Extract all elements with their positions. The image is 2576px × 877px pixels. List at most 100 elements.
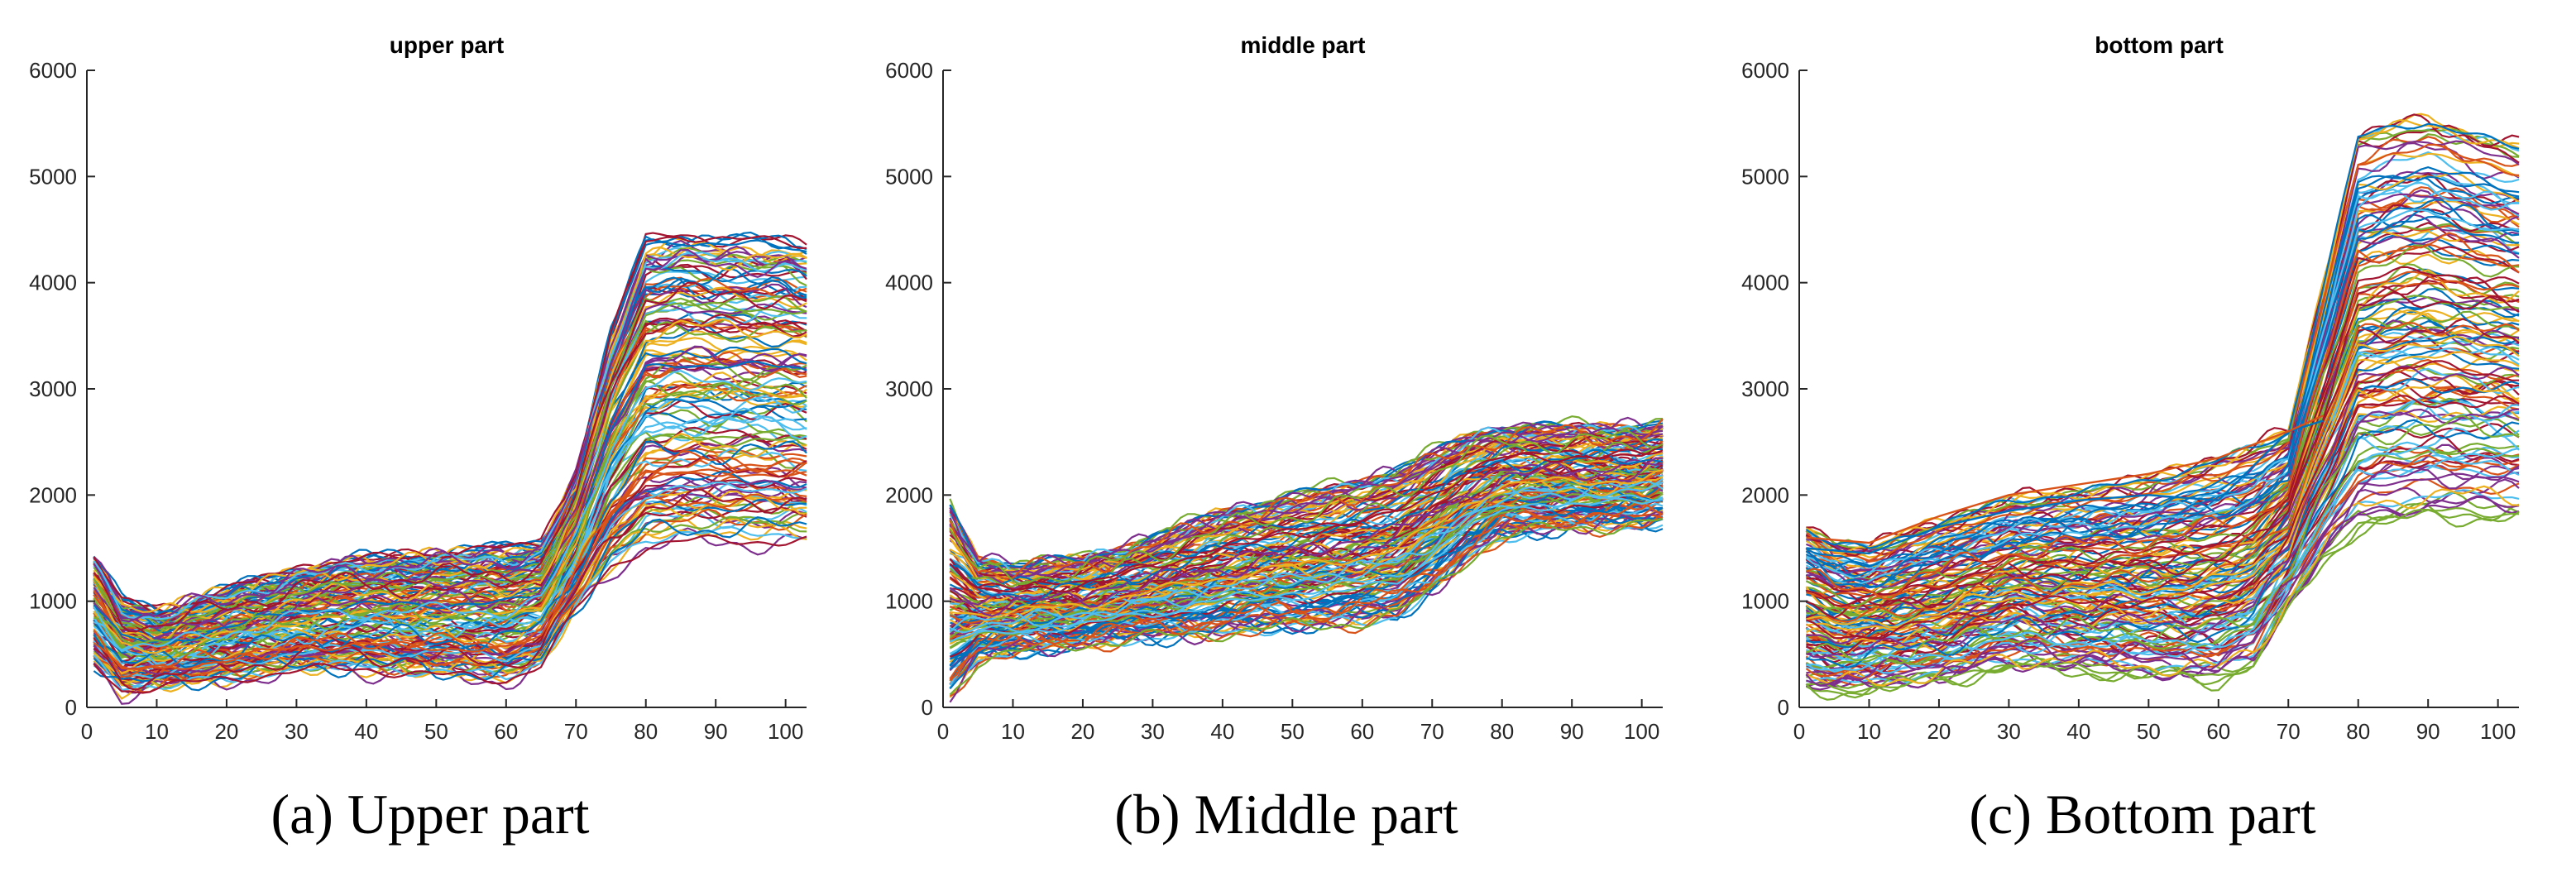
y-tick-label: 0 <box>922 695 933 720</box>
y-tick-label: 1000 <box>29 589 77 614</box>
series-line <box>949 477 1664 634</box>
series-line <box>93 493 807 682</box>
chart-title: bottom part <box>2095 32 2224 58</box>
x-tick-label: 20 <box>1070 719 1094 744</box>
y-tick-label: 2000 <box>1741 482 1789 507</box>
series-line <box>1805 491 2520 692</box>
y-tick-label: 3000 <box>1741 376 1789 401</box>
y-tick-label: 4000 <box>1741 271 1789 295</box>
series-line <box>949 433 1664 578</box>
series-line <box>93 345 807 653</box>
series-line <box>1806 419 2520 669</box>
x-tick-label: 60 <box>2206 719 2230 744</box>
y-tick-label: 0 <box>65 695 77 720</box>
y-tick-label: 5000 <box>1741 164 1789 189</box>
series-line <box>1806 322 2520 623</box>
series-line <box>1805 442 2520 669</box>
series-line <box>1806 271 2520 609</box>
series-lines <box>949 415 1664 703</box>
series-line <box>93 516 807 692</box>
x-tick-label: 100 <box>1624 719 1659 744</box>
series-line <box>1805 495 2520 689</box>
series-line <box>1805 118 2520 554</box>
axes: 0 1000 2000 3000 4000 5000 6000 0 10 20 30 40 50 60 70… <box>1741 58 2519 744</box>
series-line <box>949 420 1664 569</box>
series-line <box>1805 174 2519 573</box>
x-tick-label: 40 <box>2066 719 2090 744</box>
series-line <box>93 241 807 622</box>
series-line <box>93 319 807 631</box>
series-line <box>93 407 807 664</box>
caption-c: (c) Bottom part <box>1969 783 2316 846</box>
series-line <box>1806 360 2520 640</box>
series-line <box>93 248 807 623</box>
series-line <box>949 467 1664 619</box>
series-line <box>93 281 807 633</box>
series-line <box>1805 268 2520 617</box>
y-tick-label: 2000 <box>885 482 933 507</box>
series-line <box>949 512 1664 685</box>
series-line <box>949 418 1664 580</box>
caption-b: (b) Middle part <box>1114 783 1458 846</box>
y-tick-label: 2000 <box>29 482 77 507</box>
series-line <box>1806 395 2520 656</box>
series-line <box>1805 296 2520 611</box>
x-tick-label: 20 <box>214 719 238 744</box>
series-line <box>949 477 1664 631</box>
y-tick-label: 1000 <box>885 589 933 614</box>
x-tick-label: 80 <box>2346 719 2370 744</box>
x-tick-label: 50 <box>1281 719 1305 744</box>
series-line <box>1805 208 2520 586</box>
chart-bottom-part: 0 1000 2000 3000 4000 5000 6000 0 10 20 30 40 50 60 70… <box>1741 32 2520 744</box>
x-tick-label: 0 <box>81 719 93 744</box>
series-line <box>93 321 807 634</box>
series-line <box>1805 446 2520 672</box>
x-tick-label: 0 <box>1793 719 1805 744</box>
y-tick-label: 1000 <box>1741 589 1789 614</box>
series-line <box>93 371 807 647</box>
series-line <box>1805 136 2520 562</box>
x-tick-label: 10 <box>1001 719 1025 744</box>
series-line <box>1806 140 2520 553</box>
series-line <box>93 450 807 678</box>
x-tick-label: 70 <box>564 719 588 744</box>
series-line <box>93 286 807 637</box>
series-line <box>1805 358 2520 642</box>
series-lines <box>1805 113 2520 701</box>
series-line <box>1805 459 2520 678</box>
series-line <box>1806 335 2520 629</box>
x-tick-label: 50 <box>2137 719 2161 744</box>
series-line <box>950 468 1664 618</box>
x-tick-label: 40 <box>1210 719 1234 744</box>
series-line <box>93 370 807 653</box>
series-line <box>93 354 807 649</box>
y-tick-label: 3000 <box>29 376 77 401</box>
series-line <box>949 434 1664 586</box>
series-line <box>93 388 807 654</box>
x-tick-label: 30 <box>1141 719 1165 744</box>
series-line <box>949 503 1664 680</box>
series-line <box>1805 326 2520 630</box>
y-tick-label: 4000 <box>29 271 77 295</box>
series-line <box>1806 485 2520 687</box>
series-line <box>1806 268 2520 608</box>
series-line <box>949 448 1664 597</box>
x-tick-label: 30 <box>1997 719 2021 744</box>
series-line <box>1806 405 2520 658</box>
series-line <box>1806 266 2520 607</box>
series-line <box>1806 280 2520 607</box>
x-tick-label: 0 <box>937 719 949 744</box>
x-tick-label: 10 <box>1857 719 1881 744</box>
series-line <box>93 493 807 681</box>
caption-a: (a) Upper part <box>271 783 590 846</box>
y-tick-label: 6000 <box>1741 58 1789 83</box>
y-tick-label: 5000 <box>29 164 77 189</box>
y-tick-label: 4000 <box>885 271 933 295</box>
series-line <box>1805 181 2520 580</box>
series-line <box>93 351 807 654</box>
series-line <box>949 448 1664 593</box>
y-tick-label: 0 <box>1778 695 1789 720</box>
x-tick-label: 100 <box>2480 719 2516 744</box>
chart-title: upper part <box>390 32 504 58</box>
